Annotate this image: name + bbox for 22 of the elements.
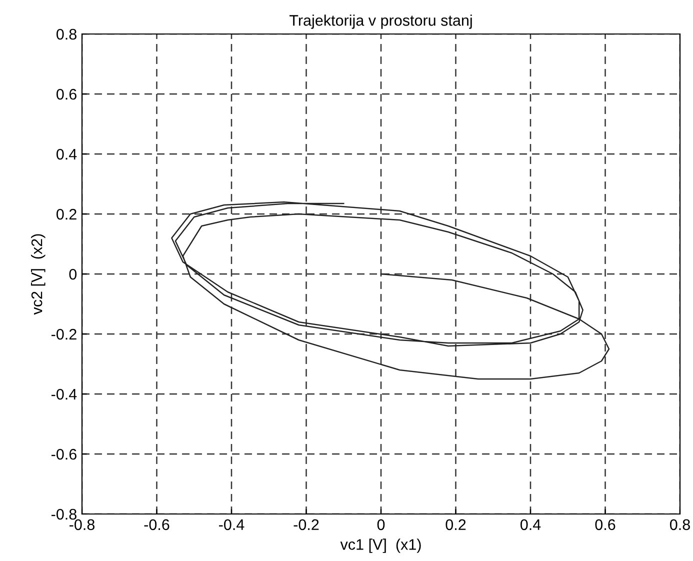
y-tick-label: -0.6 bbox=[51, 448, 76, 460]
y-tick-label: -0.4 bbox=[51, 388, 77, 400]
y-tick-label: 0.4 bbox=[56, 148, 77, 160]
y-tick-label: 0.2 bbox=[56, 208, 76, 220]
x-tick-label: 0.6 bbox=[595, 519, 616, 530]
x-tick-label: 0.8 bbox=[670, 519, 690, 530]
x-tick-label: 0.2 bbox=[446, 519, 466, 530]
y-axis-title: vc2 [V] (x2) bbox=[31, 234, 46, 315]
y-tick-label: 0.8 bbox=[56, 28, 76, 40]
chart-title: Trajektorija v prostoru stanj bbox=[290, 14, 472, 29]
x-tick-label: -0.2 bbox=[294, 519, 319, 530]
y-tick-label: 0 bbox=[69, 268, 77, 280]
x-tick-label: -0.6 bbox=[144, 519, 170, 530]
x-axis-title: vc1 [V] (x1) bbox=[340, 538, 421, 553]
y-tick-label: -0.2 bbox=[51, 328, 76, 340]
y-tick-label: -0.8 bbox=[51, 508, 76, 520]
y-tick-label: 0.6 bbox=[56, 88, 76, 100]
x-tick-label: -0.4 bbox=[219, 519, 244, 530]
x-tick-label: 0 bbox=[377, 519, 385, 530]
line-series bbox=[171, 201, 610, 380]
x-tick-label: -0.8 bbox=[70, 519, 94, 530]
x-tick-label: 0.4 bbox=[520, 519, 541, 530]
